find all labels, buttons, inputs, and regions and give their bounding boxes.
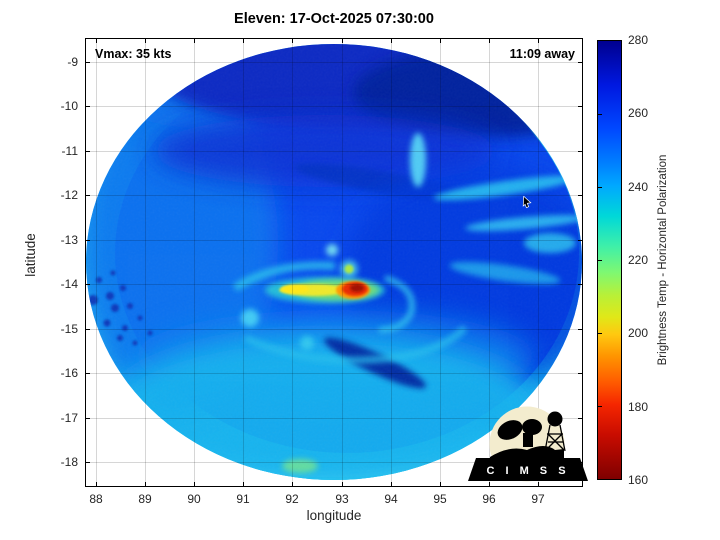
y-tick-label: -14 — [60, 277, 78, 291]
tick-mark — [489, 482, 490, 487]
y-tick-label: -17 — [60, 411, 78, 425]
tick-mark — [85, 195, 90, 196]
tick-mark — [578, 284, 583, 285]
x-tick-label: 92 — [285, 492, 299, 506]
colorbar-tick-mark — [598, 260, 602, 261]
y-tick-label: -9 — [67, 55, 78, 69]
tick-mark — [194, 38, 195, 43]
tick-mark — [243, 38, 244, 43]
colorbar-tick-mark — [598, 187, 602, 188]
tick-mark — [194, 482, 195, 487]
tick-mark — [292, 482, 293, 487]
tick-mark — [85, 462, 90, 463]
tick-mark — [85, 106, 90, 107]
y-tick-label: -18 — [60, 455, 78, 469]
colorbar-tick-label: 260 — [628, 106, 649, 120]
tick-mark — [243, 482, 244, 487]
y-tick-label: -16 — [60, 366, 78, 380]
x-tick-label: 90 — [187, 492, 201, 506]
tick-mark — [342, 482, 343, 487]
colorbar — [597, 40, 622, 480]
cimss-logo-text: C I M S S — [486, 465, 569, 477]
x-tick-label: 94 — [384, 492, 398, 506]
tick-mark — [578, 106, 583, 107]
tick-mark — [145, 482, 146, 487]
tick-mark — [391, 38, 392, 43]
y-tick-label: -10 — [60, 99, 78, 113]
vmax-annotation: Vmax: 35 kts — [95, 47, 172, 61]
plot-area: Vmax: 35 kts 11:09 away C I M S S — [85, 38, 588, 487]
cimss-logo-silhouette — [468, 411, 588, 481]
tick-mark — [578, 195, 583, 196]
tick-mark — [538, 38, 539, 43]
tick-mark — [578, 151, 583, 152]
tick-mark — [440, 482, 441, 487]
colorbar-tick-label: 240 — [628, 180, 649, 194]
x-tick-label: 93 — [335, 492, 349, 506]
tick-mark — [85, 284, 90, 285]
tick-mark — [578, 62, 583, 63]
x-tick-label: 88 — [89, 492, 103, 506]
tick-mark — [85, 329, 90, 330]
tick-mark — [96, 482, 97, 487]
colorbar-tick-mark — [598, 333, 602, 334]
tick-mark — [85, 418, 90, 419]
colorbar-tick-mark — [598, 406, 602, 407]
tick-mark — [85, 240, 90, 241]
x-tick-label: 95 — [433, 492, 447, 506]
x-tick-label: 96 — [482, 492, 496, 506]
colorbar-tick-label: 280 — [628, 33, 649, 47]
time-away-annotation: 11:09 away — [509, 47, 575, 61]
plot-title: Eleven: 17-Oct-2025 07:30:00 — [234, 11, 434, 27]
colorbar-label: Brightness Temp - Horizontal Polarizatio… — [657, 154, 669, 366]
y-tick-label: -13 — [60, 233, 78, 247]
y-tick-label: -11 — [61, 144, 78, 158]
tick-mark — [96, 38, 97, 43]
x-tick-label: 91 — [236, 492, 250, 506]
tick-mark — [85, 151, 90, 152]
tick-mark — [578, 240, 583, 241]
tick-mark — [145, 38, 146, 43]
colorbar-tick-label: 160 — [628, 473, 649, 487]
tick-mark — [292, 38, 293, 43]
tick-mark — [578, 418, 583, 419]
x-tick-label: 97 — [531, 492, 545, 506]
tick-mark — [391, 482, 392, 487]
colorbar-tick-label: 180 — [628, 400, 649, 414]
y-tick-label: -12 — [60, 188, 78, 202]
tick-mark — [342, 38, 343, 43]
tick-mark — [578, 373, 583, 374]
tick-mark — [489, 38, 490, 43]
y-tick-label: -15 — [60, 322, 78, 336]
tick-mark — [440, 38, 441, 43]
tick-mark — [85, 373, 90, 374]
tick-mark — [578, 329, 583, 330]
tick-mark — [85, 62, 90, 63]
satellite-swath-image — [86, 44, 582, 480]
colorbar-tick-label: 200 — [628, 326, 649, 340]
cimss-logo: C I M S S — [468, 406, 588, 482]
colorbar-tick-label: 220 — [628, 253, 649, 267]
colorbar-tick-mark — [598, 114, 602, 115]
tick-mark — [538, 482, 539, 487]
x-tick-label: 89 — [138, 492, 152, 506]
x-axis-label: longitude — [306, 508, 362, 523]
